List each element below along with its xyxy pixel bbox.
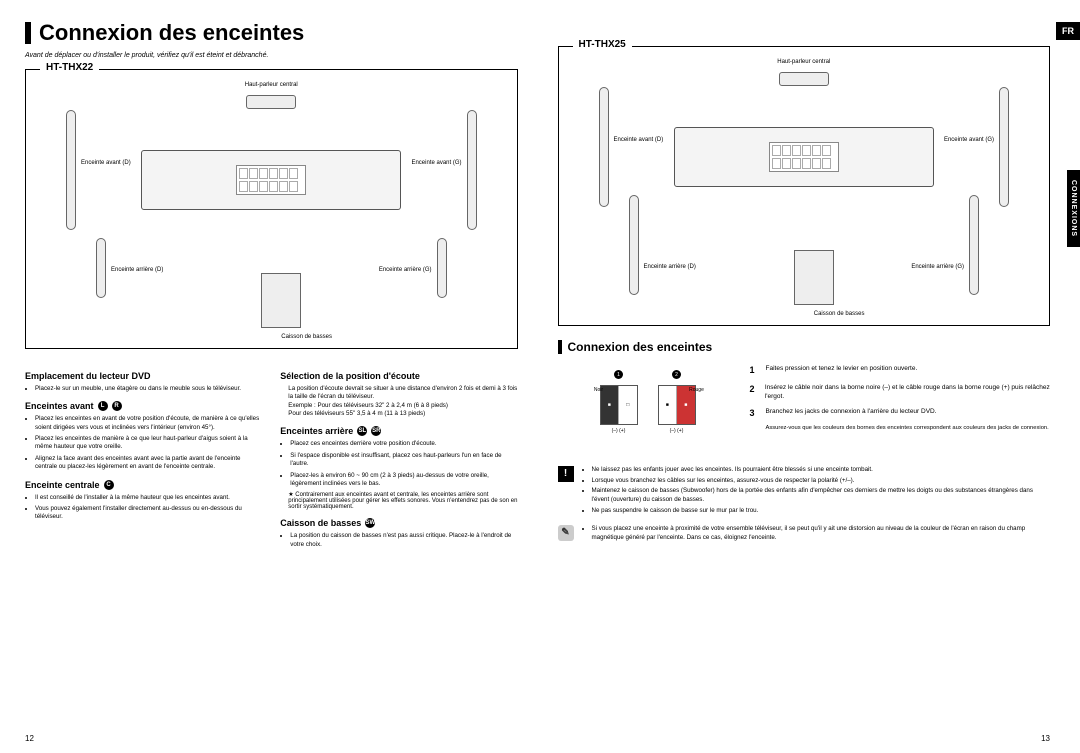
center-speaker — [246, 95, 296, 109]
sub-title-bar — [558, 340, 562, 354]
sub-title: Connexion des enceintes — [568, 340, 713, 354]
rear-g-label-b: Enceinte arrière (G) — [911, 264, 964, 270]
page-title: Connexion des enceintes — [39, 20, 304, 46]
sub-speaker — [261, 273, 301, 328]
front-g-label: Enceinte avant (G) — [411, 160, 461, 166]
front-d-speaker — [66, 110, 76, 230]
sub-label: Caisson de basses — [281, 334, 332, 340]
rear-d-speaker-b — [629, 195, 639, 295]
lang-badge: FR — [1056, 22, 1080, 40]
tip-icon: ✎ — [558, 525, 574, 541]
badge-c: C — [104, 480, 114, 490]
front-g-speaker-b — [999, 87, 1009, 207]
front-g-label-b: Enceinte avant (G) — [944, 137, 994, 143]
intro-text: Avant de déplacer ou d'installer le prod… — [25, 52, 518, 59]
term-num-2: 2 — [672, 370, 681, 379]
page-title-row: Connexion des enceintes — [25, 20, 518, 46]
rear-star-note: ★ Contrairement aux enceintes avant et c… — [280, 491, 517, 510]
rear-g-label: Enceinte arrière (G) — [379, 267, 432, 273]
terminal-block-b — [769, 142, 839, 172]
rear-d-label: Enceinte arrière (D) — [111, 267, 163, 273]
left-column-1: Emplacement du lecteur DVD Placez-le sur… — [25, 363, 262, 552]
terminal-1: ■□ — [600, 385, 638, 425]
sec-listening-pos: Sélection de la position d'écoute — [280, 371, 517, 381]
rear-speakers-list: Placez ces enceintes derrière votre posi… — [280, 440, 517, 488]
tip-box: ✎ Si vous placez une enceinte à proximit… — [558, 525, 1051, 544]
diagram-thx25: HT-THX25 Haut-parleur central Enceinte a… — [558, 46, 1051, 326]
listening-pos-text: La position d'écoute devrait se situer à… — [280, 385, 517, 418]
steps-list: 1Faites pression et tenez le levier en p… — [750, 364, 1051, 433]
sub-list: La position du caisson de basses n'est p… — [280, 532, 517, 549]
rear-d-speaker — [96, 238, 106, 298]
front-g-speaker — [467, 110, 477, 230]
receiver-unit — [141, 150, 401, 210]
page-number-left: 12 — [25, 734, 34, 743]
front-d-speaker-b — [599, 87, 609, 207]
warning-icon: ! — [558, 466, 574, 482]
section-tab: CONNEXIONS — [1067, 170, 1080, 247]
center-label: Haut-parleur central — [245, 82, 298, 88]
diagram-thx22: HT-THX22 Haut-parleur central Enceinte a… — [25, 69, 518, 349]
sub-label-b: Caisson de basses — [814, 311, 865, 317]
center-speaker-list: Il est conseillé de l'installer à la mêm… — [25, 494, 262, 522]
step-note: Assurez-vous que les couleurs des bornes… — [766, 425, 1051, 433]
term-num-1: 1 — [614, 370, 623, 379]
sec-rear-speakers: Enceintes arrière SL SR — [280, 426, 517, 436]
badge-r: R — [112, 401, 122, 411]
receiver-unit-b — [674, 127, 934, 187]
terminal-diagram: 1 ■□ (–) (+) Noir 2 ■■ (–) (+) Rouge — [558, 364, 738, 454]
warning-box: ! Ne laissez pas les enfants jouer avec … — [558, 466, 1051, 517]
left-column-2: Sélection de la position d'écoute La pos… — [280, 363, 517, 552]
badge-sr: SR — [371, 426, 381, 436]
badge-sw: SW — [365, 518, 375, 528]
dvd-placement-list: Placez-le sur un meuble, une étagère ou … — [25, 385, 262, 393]
sec-center-speaker: Enceinte centrale C — [25, 480, 262, 490]
terminal-block — [236, 165, 306, 195]
front-d-label: Enceinte avant (D) — [81, 160, 131, 166]
front-speakers-list: Placez les enceintes en avant de votre p… — [25, 415, 262, 471]
center-label-b: Haut-parleur central — [777, 59, 830, 65]
title-bar — [25, 22, 31, 44]
sec-dvd-placement: Emplacement du lecteur DVD — [25, 371, 262, 381]
rear-d-label-b: Enceinte arrière (D) — [644, 264, 696, 270]
sub-title-row: Connexion des enceintes — [558, 340, 1051, 354]
rear-g-speaker — [437, 238, 447, 298]
badge-l: L — [98, 401, 108, 411]
sub-speaker-b — [794, 250, 834, 305]
rear-g-speaker-b — [969, 195, 979, 295]
badge-sl: SL — [357, 426, 367, 436]
page-number-right: 13 — [1041, 734, 1050, 743]
sec-front-speakers: Enceintes avant L R — [25, 401, 262, 411]
front-d-label-b: Enceinte avant (D) — [614, 137, 664, 143]
sec-sub: Caisson de basses SW — [280, 518, 517, 528]
center-speaker-b — [779, 72, 829, 86]
